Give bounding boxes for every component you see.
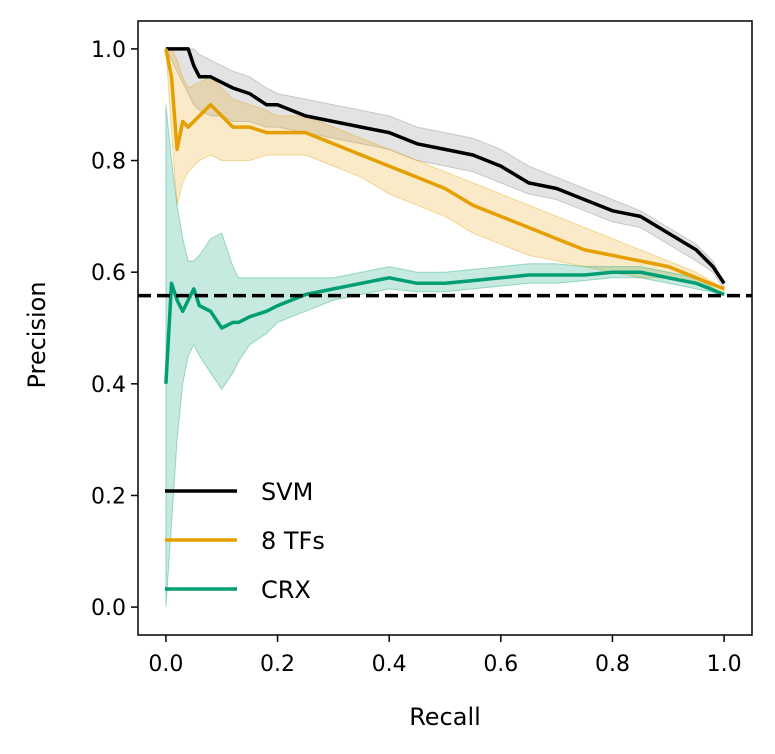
confidence-bands	[165, 48, 725, 608]
series-lines	[164, 47, 726, 384]
crx-band	[165, 104, 725, 608]
y-tick-label: 1.0	[91, 38, 126, 63]
y-tick-label: 0.4	[91, 373, 126, 398]
y-tick-label: 0.6	[91, 261, 126, 286]
x-tick-label: 0.2	[260, 652, 295, 677]
svm-band	[165, 48, 725, 291]
x-tick-label: 0.8	[595, 652, 630, 677]
8-tfs-band	[165, 48, 725, 296]
crx-line	[164, 270, 725, 384]
legend: SVM 8 TFs CRX	[165, 478, 325, 604]
x-tick-label: 0.4	[372, 652, 407, 677]
x-axis-label: Recall	[409, 703, 481, 731]
y-axis-ticks: 0.0 0.2 0.4 0.6 0.8 1.0	[91, 38, 138, 621]
legend-label-8-tfs: 8 TFs	[261, 527, 325, 555]
8-tfs-line	[164, 48, 725, 291]
y-axis-label: Precision	[23, 281, 51, 388]
legend-label-crx: CRX	[261, 576, 311, 604]
plot-frame	[137, 20, 753, 636]
x-tick-label: 0.6	[483, 652, 518, 677]
x-axis-ticks: 0.0 0.2 0.4 0.6 0.8 1.0	[148, 635, 742, 677]
svm-line	[165, 47, 726, 285]
legend-label-svm: SVM	[261, 478, 313, 506]
y-tick-label: 0.2	[91, 484, 126, 509]
x-tick-label: 1.0	[707, 652, 742, 677]
x-tick-label: 0.0	[148, 652, 183, 677]
y-tick-label: 0.0	[91, 596, 126, 621]
y-tick-label: 0.8	[91, 150, 126, 175]
